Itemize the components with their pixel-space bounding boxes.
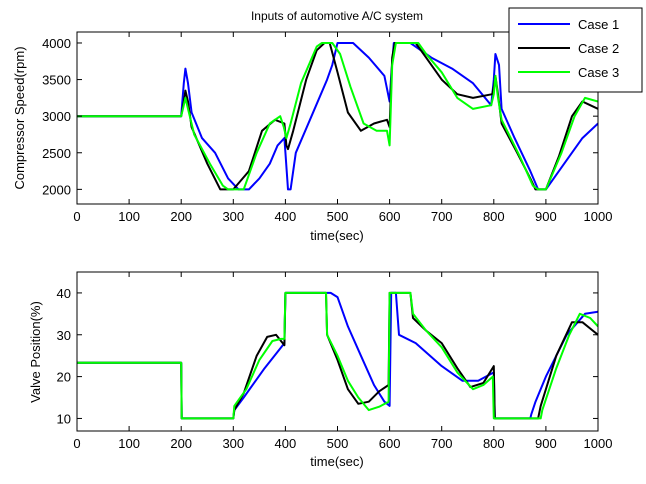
- series-line-case-1: [77, 291, 598, 420]
- x-tick-label: 400: [275, 209, 297, 224]
- y-axis-label: Compressor Speed(rpm): [12, 46, 27, 189]
- chart-title: Inputs of automotive A/C system: [251, 9, 423, 23]
- y-tick-label: 40: [57, 286, 71, 301]
- series-line-case-3: [77, 42, 598, 191]
- y-tick-label: 3500: [42, 73, 71, 88]
- legend-label-case-1: Case 1: [578, 17, 619, 32]
- y-tick-label: 4000: [42, 36, 71, 51]
- x-tick-label: 300: [222, 209, 244, 224]
- x-tick-label: 0: [73, 209, 80, 224]
- legend-label-case-2: Case 2: [578, 41, 619, 56]
- x-tick-label: 500: [327, 209, 349, 224]
- x-tick-label: 800: [483, 436, 505, 451]
- y-tick-label: 30: [57, 328, 71, 343]
- x-tick-label: 700: [431, 436, 453, 451]
- y-tick-label: 2500: [42, 146, 71, 161]
- y-axis-label: Valve Position(%): [28, 301, 43, 403]
- x-tick-label: 700: [431, 209, 453, 224]
- y-tick-label: 2000: [42, 182, 71, 197]
- x-tick-label: 600: [379, 436, 401, 451]
- y-tick-label: 10: [57, 411, 71, 426]
- series-line-case-2: [77, 291, 598, 420]
- plot-area: [77, 272, 598, 431]
- x-tick-label: 1000: [584, 209, 613, 224]
- plot-frame: [76, 271, 599, 432]
- compressor-speed-chart: Inputs of automotive A/C system 0 100 200 3…: [12, 7, 643, 243]
- legend-box: [508, 7, 643, 93]
- legend-label-case-3: Case 3: [578, 65, 619, 80]
- x-tick-label: 0: [73, 436, 80, 451]
- x-tick-label: 900: [535, 209, 557, 224]
- x-tick-label: 100: [118, 209, 140, 224]
- y-tick-label: 3000: [42, 109, 71, 124]
- x-tick-label: 400: [275, 436, 297, 451]
- plot-frame: [76, 31, 599, 205]
- x-axis-label: time(sec): [310, 228, 363, 243]
- x-tick-label: 500: [327, 436, 349, 451]
- x-tick-label: 600: [379, 209, 401, 224]
- x-tick-label: 200: [170, 209, 192, 224]
- x-tick-label: 300: [222, 436, 244, 451]
- x-tick-label: 1000: [584, 436, 613, 451]
- legend: Case 1 Case 2 Case 3: [508, 7, 643, 93]
- series-line-case-3: [77, 291, 598, 420]
- x-tick-label: 900: [535, 436, 557, 451]
- series-line-case-1: [77, 42, 598, 191]
- x-tick-label: 800: [483, 209, 505, 224]
- x-tick-label: 200: [170, 436, 192, 451]
- x-tick-label: 100: [118, 436, 140, 451]
- y-tick-label: 20: [57, 370, 71, 385]
- x-axis-label: time(sec): [310, 454, 363, 469]
- valve-position-chart: 0 100 200 300 400 500 600 700 800 900 1000 10 20 30 40…: [28, 271, 613, 469]
